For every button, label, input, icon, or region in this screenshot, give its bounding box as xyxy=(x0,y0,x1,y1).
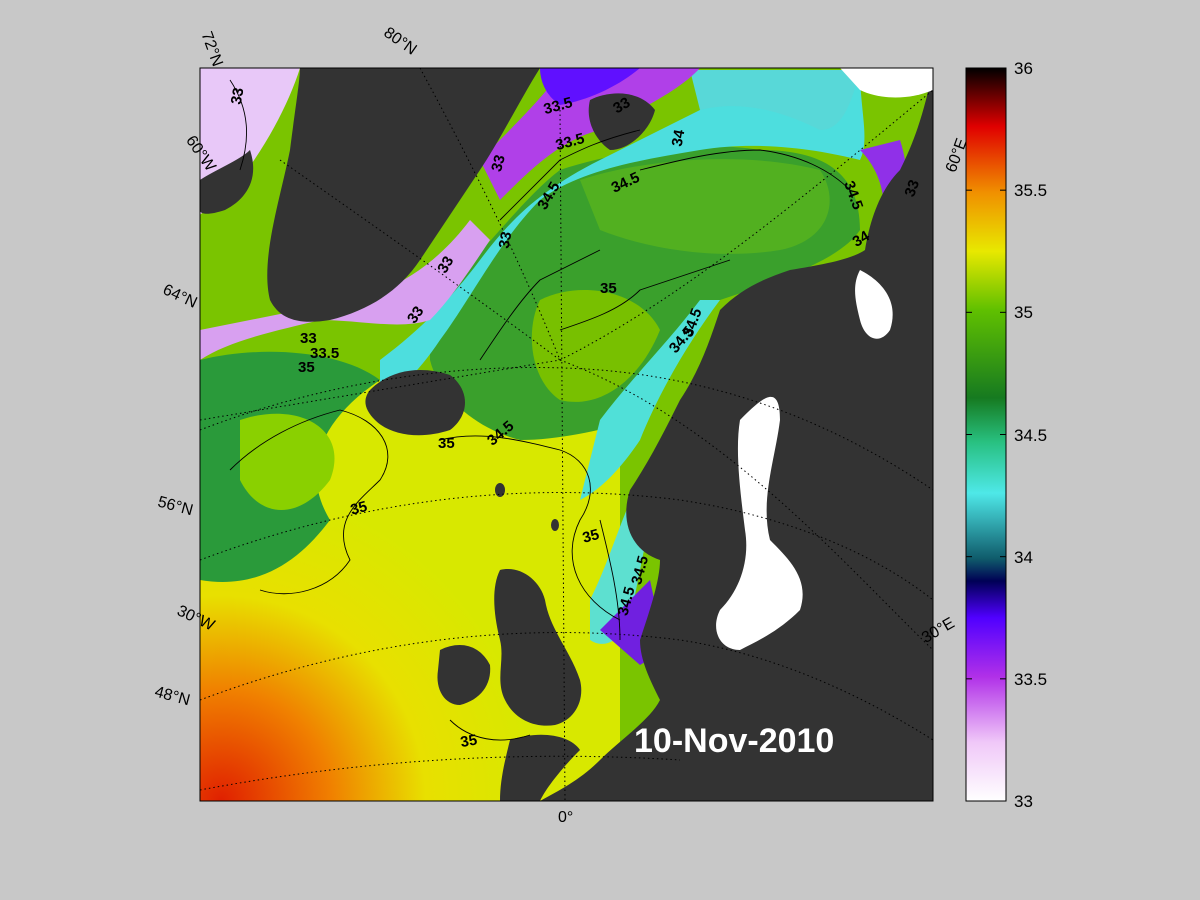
map-panel: 33 33.5 33.5 33 34 33 34.5 34.5 33 33 33… xyxy=(200,68,933,801)
contour-label: 33 xyxy=(228,86,248,105)
lat-label-48n: 48°N xyxy=(153,684,192,710)
lon-label-80n: 80°N xyxy=(380,24,419,58)
contour-label: 34 xyxy=(669,128,689,148)
contour-label: 35 xyxy=(438,435,455,452)
contour-label: 33 xyxy=(434,253,457,276)
contour-label: 35 xyxy=(349,498,370,519)
colorbar-tick-label: 33.5 xyxy=(1014,670,1047,689)
lat-label-56n: 56°N xyxy=(156,494,195,520)
colorbar-tick-label: 36 xyxy=(1014,59,1033,78)
colorbar-tick-label: 34.5 xyxy=(1014,426,1047,445)
contour-label: 35 xyxy=(600,280,617,297)
colorbar-tick-label: 35 xyxy=(1014,303,1033,322)
colorbar: 33 33.5 34 34.5 35 35.5 36 xyxy=(965,59,1047,811)
lat-label-72n: 72°N xyxy=(198,29,226,68)
contour-label: 33 xyxy=(488,153,509,174)
colorbar-tick-label: 35.5 xyxy=(1014,181,1047,200)
contour-label: 34.5 xyxy=(628,554,652,587)
contour-label: 35 xyxy=(581,526,602,547)
contour-label: 34 xyxy=(850,227,874,250)
contour-label: 33.5 xyxy=(310,345,339,362)
graticule xyxy=(200,68,933,801)
lon-label-0: 0° xyxy=(558,809,573,826)
lat-label-64n: 64°N xyxy=(160,281,200,312)
date-stamp: 10-Nov-2010 xyxy=(634,722,834,760)
contour-label: 33.5 xyxy=(542,94,575,118)
contour-label: 34.5 xyxy=(615,585,639,618)
colorbar-tick-label: 34 xyxy=(1014,548,1033,567)
contour-label: 33 xyxy=(901,178,923,199)
contour-label: 33.5 xyxy=(554,130,587,154)
contour-label: 33 xyxy=(610,94,633,117)
contour-label: 33 xyxy=(496,230,516,249)
colorbar-tick-label: 33 xyxy=(1014,792,1033,811)
contour-label: 33 xyxy=(404,303,427,326)
contour-label: 33 xyxy=(300,330,317,347)
map-frame xyxy=(199,67,934,802)
contour-label: 35 xyxy=(459,731,478,751)
contour-label: 35 xyxy=(298,359,315,376)
